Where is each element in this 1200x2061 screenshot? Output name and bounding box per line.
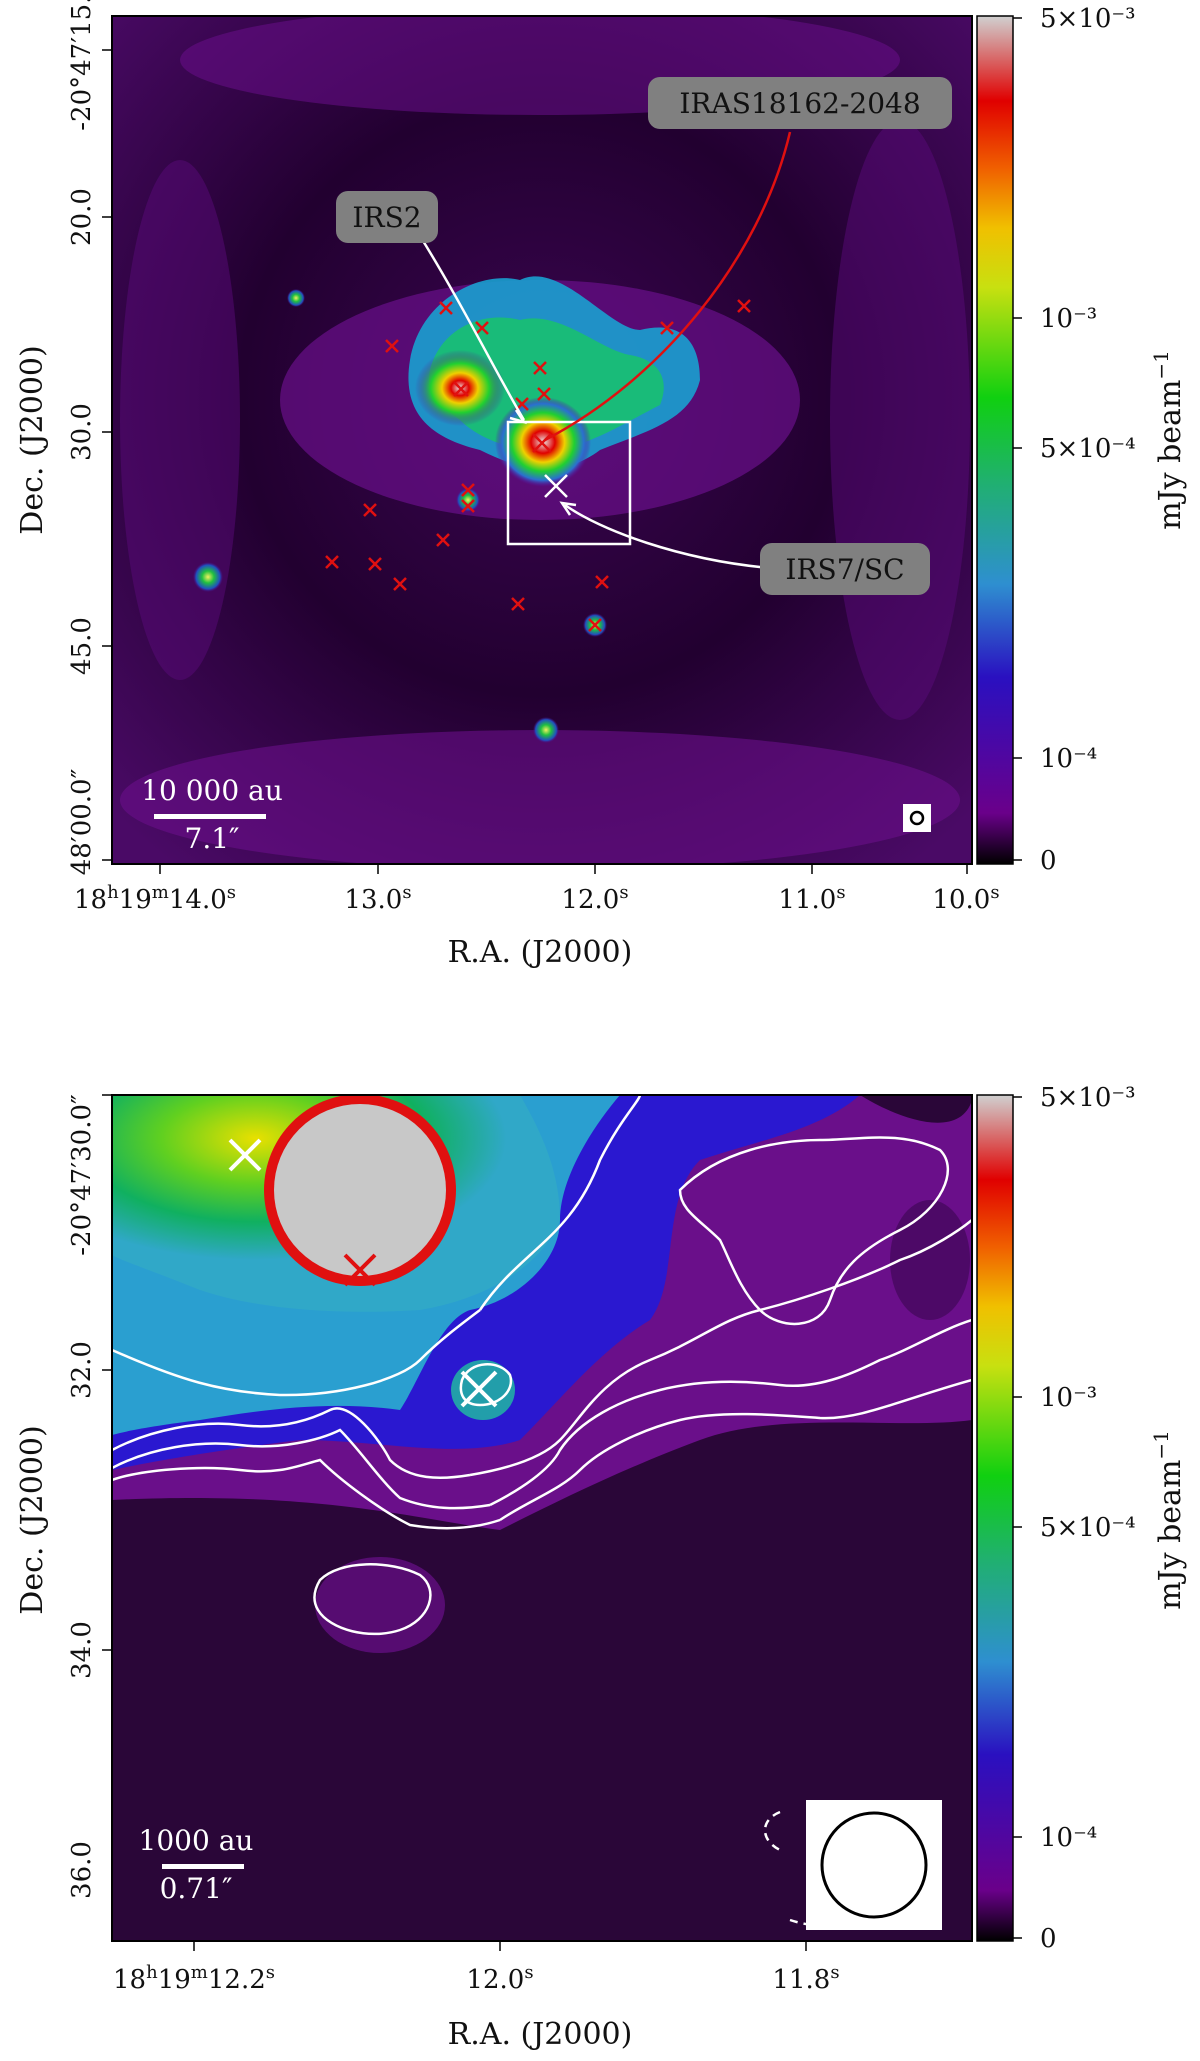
bottom-scalebar: 1000 au 0.71″ (139, 1824, 254, 1905)
iras-arrow (544, 131, 792, 442)
bottom-ytick-0: -20°47′30.0″ (67, 1094, 97, 1256)
bottom-markers (228, 1138, 498, 1408)
bottom-ytick-1: 32.0 (67, 1341, 97, 1399)
top-frame (111, 15, 973, 865)
irs7-arrow (564, 503, 771, 570)
top-image: IRAS18162-2048 IRS2 IRS7/SC 10 000 au 7.… (112, 16, 972, 864)
bottom-cb-tick-3: 10⁻⁴ (1040, 1823, 1097, 1853)
bottom-xtick-2: 11.8s (772, 1962, 839, 1995)
top-xtick-0: 18h19m14.0s (74, 882, 236, 915)
top-cb-tick-4: 0 (1040, 846, 1057, 876)
bottom-cb-title: mJy beam−1 (1149, 1430, 1188, 1610)
bottom-ytick-3: 36.0 (67, 1841, 97, 1899)
bottom-image: 1000 au 0.71″ (112, 1095, 972, 1941)
bottom-cb-tick-4: 0 (1040, 1924, 1057, 1954)
top-cb-tick-2: 5×10⁻⁴ (1040, 434, 1136, 464)
top-colorbar: 5×10⁻³ 10⁻³ 5×10⁻⁴ 10⁻⁴ 0 mJy beam−1 (976, 4, 1188, 876)
top-cb-tick-1: 10⁻³ (1040, 304, 1097, 334)
top-ytick-1: 20.0 (67, 188, 97, 246)
top-cb-title: mJy beam−1 (1149, 350, 1188, 530)
top-ytick-4: 48′00.0″ (67, 768, 97, 875)
label-iras: IRAS18162-2048 (648, 77, 952, 129)
bottom-ytick-2: 34.0 (67, 1621, 97, 1679)
top-xtick-1: 13.0s (344, 882, 411, 915)
label-irs2: IRS2 (336, 191, 438, 243)
bottom-xtick-1: 12.0s (466, 1962, 533, 1995)
contours (112, 1095, 972, 1929)
top-ytick-2: 30.0 (67, 403, 97, 461)
bottom-xtick-0: 18h19m12.2s (113, 1962, 275, 1995)
top-cb-tick-3: 10⁻⁴ (1040, 744, 1097, 774)
top-ytick-0: -20°47′15.0″ (67, 0, 97, 131)
bottom-xlabel: R.A. (J2000) (448, 2017, 633, 2052)
top-scalebar-physical: 10 000 au (141, 774, 283, 807)
top-ytick-3: 45.0 (67, 617, 97, 675)
bottom-scalebar-physical: 1000 au (139, 1824, 254, 1857)
zoom-region-box (506, 420, 632, 546)
source-markers (325, 299, 751, 632)
bottom-cb-tick-2: 5×10⁻⁴ (1040, 1513, 1136, 1543)
top-beam (903, 804, 931, 832)
label-iras-text: IRAS18162-2048 (679, 87, 920, 120)
top-xlabel: R.A. (J2000) (448, 935, 633, 970)
top-xtick-4: 10.0s (932, 882, 999, 915)
top-panel: IRAS18162-2048 IRS2 IRS7/SC 10 000 au 7.… (15, 0, 1188, 970)
bottom-colorbar: 5×10⁻³ 10⁻³ 5×10⁻⁴ 10⁻⁴ 0 mJy beam−1 (976, 1083, 1188, 1954)
label-irs7-text: IRS7/SC (785, 553, 904, 586)
bottom-scalebar-angular: 0.71″ (160, 1872, 233, 1905)
bottom-beam (806, 1800, 942, 1930)
bottom-frame (111, 1094, 973, 1942)
bottom-panel: 1000 au 0.71″ 18h19m12.2s 12.0s 11.8s R.… (15, 1083, 1188, 2052)
top-scalebar-angular: 7.1″ (185, 822, 240, 855)
white-cross-marker (544, 474, 568, 498)
bottom-cb-tick-0: 5×10⁻³ (1040, 1083, 1136, 1113)
bottom-cb-tick-1: 10⁻³ (1040, 1383, 1097, 1413)
label-irs7: IRS7/SC (760, 543, 930, 595)
bottom-ylabel: Dec. (J2000) (15, 1425, 50, 1614)
top-ylabel: Dec. (J2000) (15, 345, 50, 534)
label-irs2-text: IRS2 (352, 201, 421, 234)
top-cb-tick-0: 5×10⁻³ (1040, 4, 1136, 34)
top-scalebar: 10 000 au 7.1″ (141, 774, 283, 855)
top-xtick-2: 12.0s (561, 882, 628, 915)
irs2-arrow (418, 235, 526, 421)
top-xtick-3: 11.0s (778, 882, 845, 915)
